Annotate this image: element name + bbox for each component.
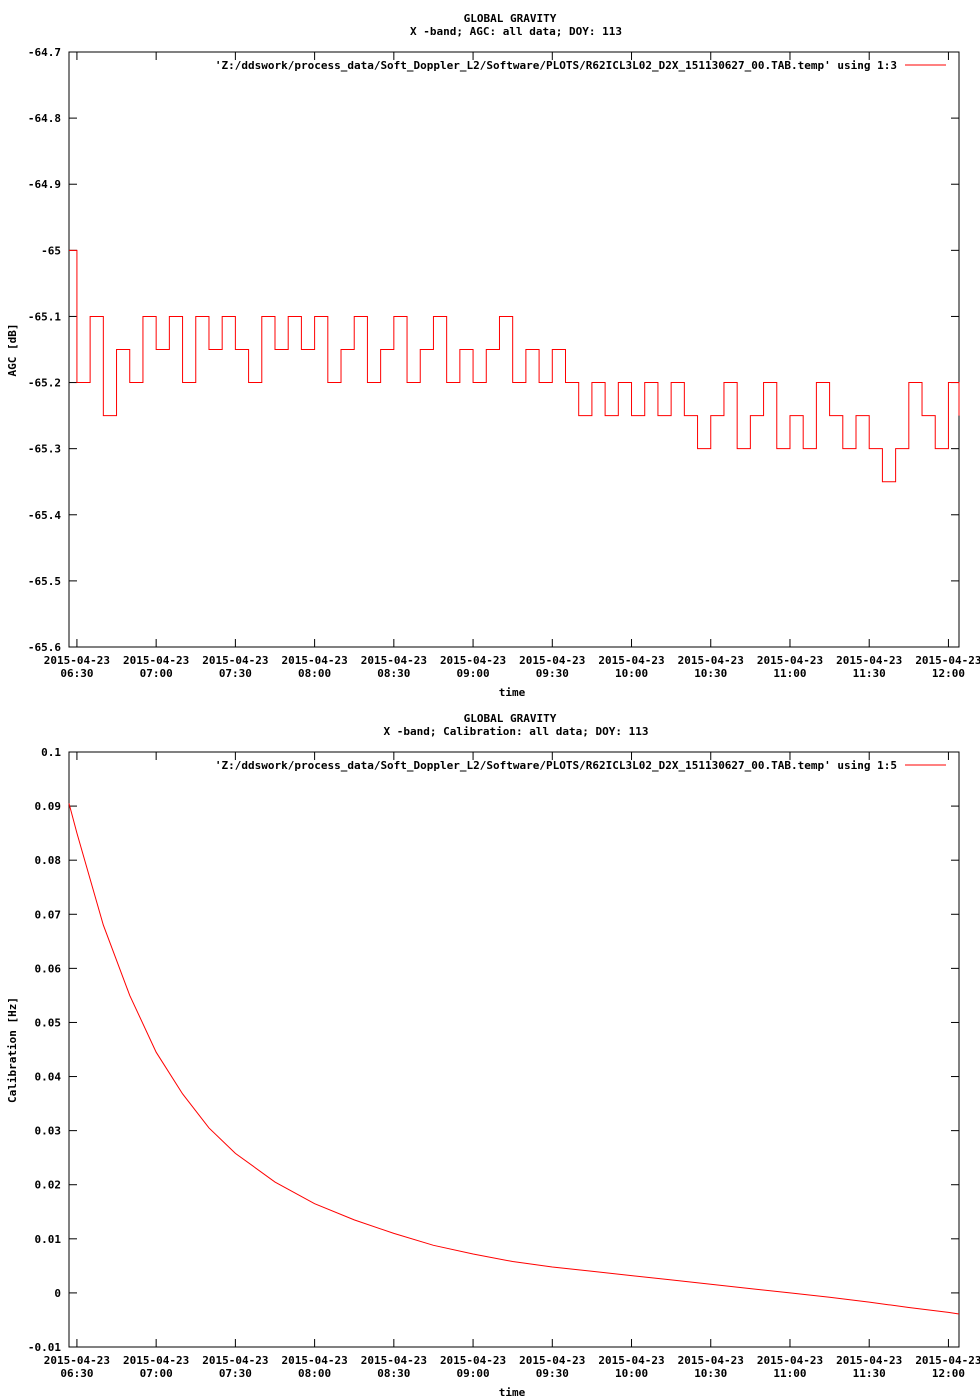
agc-x-tick-date: 2015-04-23 — [598, 654, 664, 667]
agc-legend-label: 'Z:/ddswork/process_data/Soft_Doppler_L2… — [215, 59, 897, 72]
calibration-x-tick-time: 08:30 — [377, 1367, 410, 1380]
agc-y-tick-label: -65.5 — [28, 575, 61, 588]
calibration-x-ticks: 2015-04-2306:302015-04-2307:002015-04-23… — [44, 752, 980, 1380]
agc-x-tick-date: 2015-04-23 — [361, 654, 427, 667]
calibration-x-tick-date: 2015-04-23 — [678, 1354, 744, 1367]
calibration-x-tick-time: 09:30 — [536, 1367, 569, 1380]
agc-plot-frame — [68, 51, 960, 648]
calibration-y-tick-label: 0.01 — [35, 1233, 62, 1246]
agc-x-tick-time: 07:00 — [140, 667, 173, 680]
calibration-x-tick-time: 09:00 — [457, 1367, 490, 1380]
agc-y-tick-label: -65.6 — [28, 641, 61, 654]
agc-x-tick-time: 09:30 — [536, 667, 569, 680]
calibration-x-tick-time: 11:30 — [853, 1367, 886, 1380]
calibration-y-tick-label: 0.07 — [35, 908, 62, 921]
calibration-plot-frame — [68, 751, 960, 1348]
calibration-y-tick-label: 0.04 — [35, 1071, 62, 1084]
calibration-y-tick-label: -0.01 — [28, 1341, 61, 1354]
agc-x-axis-label: time — [499, 686, 526, 699]
agc-x-tick-date: 2015-04-23 — [202, 654, 268, 667]
calibration-x-tick-date: 2015-04-23 — [44, 1354, 110, 1367]
agc-x-tick-date: 2015-04-23 — [44, 654, 110, 667]
agc-x-tick-time: 08:00 — [298, 667, 331, 680]
calibration-y-tick-label: 0.08 — [35, 854, 62, 867]
calibration-x-tick-date: 2015-04-23 — [598, 1354, 664, 1367]
calibration-y-axis-label: Calibration [Hz] — [6, 997, 19, 1103]
calibration-chart-title: GLOBAL GRAVITY — [464, 712, 557, 725]
calibration-y-ticks: 0.1 0.09 0.08 0.07 0.06 0.05 0.04 0.03 0.02 0.01 0… — [28, 746, 959, 1354]
agc-x-tick-date: 2015-04-23 — [440, 654, 506, 667]
agc-x-tick-date: 2015-04-23 — [281, 654, 347, 667]
calibration-x-tick-date: 2015-04-23 — [440, 1354, 506, 1367]
calibration-x-tick-date: 2015-04-23 — [915, 1354, 980, 1367]
calibration-x-tick-date: 2015-04-23 — [123, 1354, 189, 1367]
agc-x-tick-date: 2015-04-23 — [678, 654, 744, 667]
calibration-y-tick-label: 0.06 — [35, 962, 62, 975]
agc-x-tick-time: 12:00 — [932, 667, 965, 680]
calibration-x-axis-label: time — [499, 1386, 526, 1399]
agc-series — [69, 249, 960, 483]
calibration-y-tick-label: 0.09 — [35, 800, 62, 813]
calibration-chart-subtitle: X -band; Calibration: all data; DOY: 113 — [384, 725, 649, 738]
calibration-x-tick-time: 12:00 — [932, 1367, 965, 1380]
calibration-series — [68, 803, 960, 1315]
agc-x-tick-date: 2015-04-23 — [836, 654, 902, 667]
agc-x-tick-date: 2015-04-23 — [757, 654, 823, 667]
agc-x-tick-time: 06:30 — [60, 667, 93, 680]
calibration-x-tick-date: 2015-04-23 — [202, 1354, 268, 1367]
agc-y-tick-label: -65.1 — [28, 310, 61, 323]
calibration-chart: GLOBAL GRAVITY X -band; Calibration: all… — [6, 712, 980, 1399]
agc-x-tick-date: 2015-04-23 — [915, 654, 980, 667]
agc-x-tick-time: 11:00 — [773, 667, 806, 680]
agc-y-tick-label: -64.8 — [28, 112, 61, 125]
agc-x-tick-time: 08:30 — [377, 667, 410, 680]
calibration-x-tick-time: 07:30 — [219, 1367, 252, 1380]
calibration-x-tick-date: 2015-04-23 — [281, 1354, 347, 1367]
agc-y-tick-label: -65 — [41, 244, 61, 257]
calibration-x-tick-time: 07:00 — [140, 1367, 173, 1380]
agc-x-tick-time: 10:00 — [615, 667, 648, 680]
agc-x-tick-time: 09:00 — [457, 667, 490, 680]
calibration-x-tick-time: 10:00 — [615, 1367, 648, 1380]
agc-x-tick-date: 2015-04-23 — [123, 654, 189, 667]
calibration-x-tick-time: 11:00 — [773, 1367, 806, 1380]
calibration-y-tick-label: 0.1 — [41, 746, 61, 759]
calibration-y-tick-label: 0 — [54, 1287, 61, 1300]
calibration-legend-label: 'Z:/ddswork/process_data/Soft_Doppler_L2… — [215, 759, 897, 772]
calibration-x-tick-time: 08:00 — [298, 1367, 331, 1380]
calibration-x-tick-date: 2015-04-23 — [361, 1354, 427, 1367]
calibration-x-tick-date: 2015-04-23 — [836, 1354, 902, 1367]
agc-chart: GLOBAL GRAVITY X -band; AGC: all data; D… — [6, 12, 980, 699]
calibration-y-tick-label: 0.03 — [35, 1125, 62, 1138]
calibration-x-tick-date: 2015-04-23 — [519, 1354, 585, 1367]
agc-y-axis-label: AGC [dB] — [6, 324, 19, 377]
agc-chart-title: GLOBAL GRAVITY — [464, 12, 557, 25]
agc-y-ticks: -64.7 -64.8 -64.9 -65 -65.1 -65.2 -65.3 -65.4 -6… — [28, 46, 959, 654]
agc-chart-subtitle: X -band; AGC: all data; DOY: 113 — [410, 25, 622, 38]
calibration-y-tick-label: 0.05 — [35, 1016, 62, 1029]
agc-x-tick-date: 2015-04-23 — [519, 654, 585, 667]
agc-y-tick-label: -65.4 — [28, 509, 61, 522]
agc-x-ticks: 2015-04-2306:302015-04-2307:002015-04-23… — [44, 52, 980, 680]
agc-y-tick-label: -65.2 — [28, 377, 61, 390]
calibration-y-tick-label: 0.02 — [35, 1179, 62, 1192]
calibration-x-tick-time: 06:30 — [60, 1367, 93, 1380]
calibration-series-line — [68, 803, 960, 1315]
agc-x-tick-time: 11:30 — [853, 667, 886, 680]
agc-y-tick-label: -64.7 — [28, 46, 61, 59]
agc-y-tick-label: -65.3 — [28, 443, 61, 456]
calibration-x-tick-time: 10:30 — [694, 1367, 727, 1380]
agc-x-tick-time: 10:30 — [694, 667, 727, 680]
agc-series-line — [69, 249, 960, 483]
agc-y-tick-label: -64.9 — [28, 178, 61, 191]
agc-x-tick-time: 07:30 — [219, 667, 252, 680]
calibration-x-tick-date: 2015-04-23 — [757, 1354, 823, 1367]
